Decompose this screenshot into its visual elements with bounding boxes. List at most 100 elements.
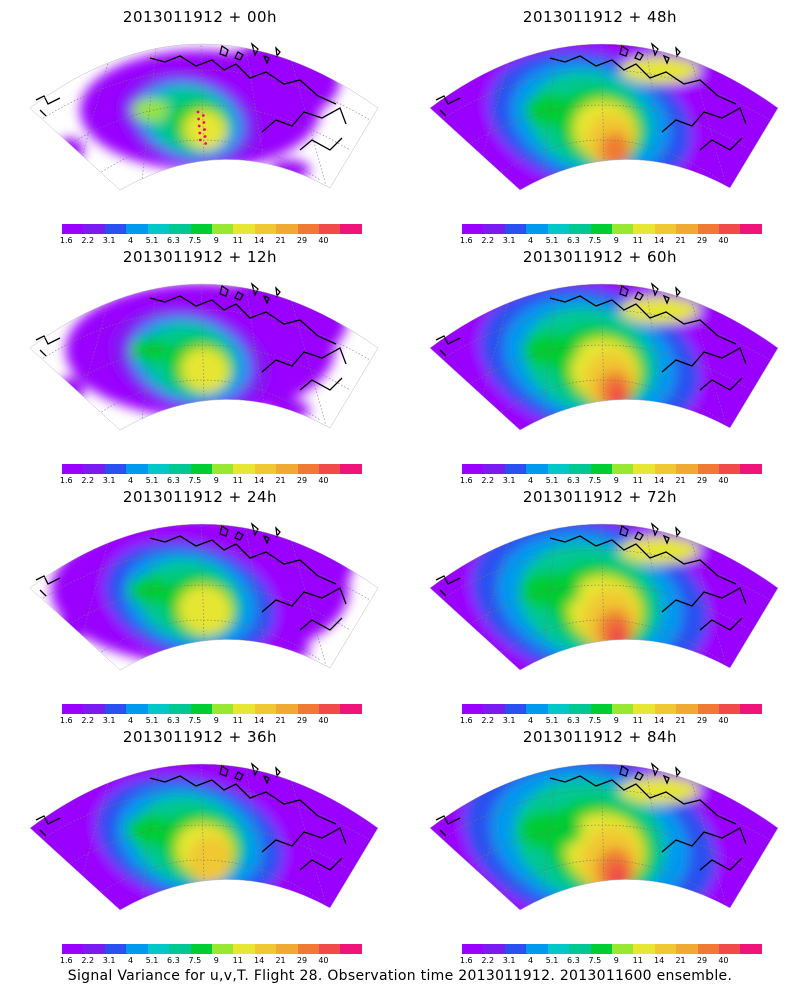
colorbar-segment <box>633 944 655 954</box>
colorbar-label: 21 <box>275 476 286 485</box>
colorbar-label: 9 <box>613 716 619 725</box>
colorbar-label: 9 <box>213 236 219 245</box>
colorbar-label: 29 <box>296 476 308 485</box>
colorbar-segment <box>611 704 634 714</box>
colorbar-label: 21 <box>275 236 286 245</box>
variance-field <box>430 284 778 430</box>
colorbar-label: 4 <box>528 236 534 245</box>
colorbar-segment <box>233 224 255 234</box>
colorbar-segment <box>297 704 320 714</box>
colorbar-segment <box>590 464 612 474</box>
colorbar-segment <box>126 944 148 954</box>
colorbar-segment <box>483 464 505 474</box>
variance-map <box>29 42 379 191</box>
colorbar-segment <box>483 224 505 234</box>
colorbar-segment <box>697 944 720 954</box>
colorbar-segment <box>83 224 105 234</box>
colorbar-segment <box>483 944 505 954</box>
colorbar-segment <box>526 464 548 474</box>
colorbar-label: 21 <box>675 476 686 485</box>
variance-field <box>30 284 378 430</box>
colorbar-label: 6.3 <box>567 476 580 485</box>
colorbar-segment <box>611 224 634 234</box>
colorbar <box>462 704 762 714</box>
colorbar-label: 6.3 <box>167 716 180 725</box>
flight-track <box>196 110 208 145</box>
variance-map <box>29 522 379 671</box>
colorbar-segment <box>126 224 148 234</box>
panel-title: 2013011912 + 48h <box>522 8 678 26</box>
colorbar-labels: 1.6 2.2 3.1 4 5.1 6.3 7.5 9 11 14 21 29 40 <box>60 236 362 246</box>
colorbar-label: 5.1 <box>145 476 159 485</box>
variance-field <box>30 764 378 910</box>
colorbar-label: 14 <box>654 476 665 485</box>
colorbar-label: 1.6 <box>459 956 473 965</box>
colorbar-segment <box>83 944 105 954</box>
colorbar-segment <box>676 704 698 714</box>
colorbar-segment <box>719 944 741 954</box>
colorbar-segment <box>590 944 612 954</box>
colorbar-label: 5.1 <box>545 716 559 725</box>
domain-outline <box>429 523 779 671</box>
colorbar <box>62 464 362 474</box>
colorbar-labels: 1.6 2.2 3.1 4 5.1 6.3 7.5 9 11 14 21 29 40 <box>459 956 762 966</box>
panel-title: 2013011912 + 12h <box>122 248 278 266</box>
coastline <box>35 522 347 631</box>
colorbar-label: 29 <box>696 236 708 245</box>
colorbar-segment <box>126 704 148 714</box>
colorbar-segment <box>462 224 484 234</box>
colorbar-segment <box>319 944 341 954</box>
colorbar-label: 29 <box>296 716 308 725</box>
variance-field <box>430 524 778 670</box>
colorbar-segment <box>169 464 191 474</box>
colorbar-segment <box>319 224 341 234</box>
colorbar-segment <box>590 704 612 714</box>
colorbar-segment <box>569 464 591 474</box>
colorbar-segment <box>62 944 84 954</box>
graticule <box>439 524 771 670</box>
colorbar-label: 40 <box>718 716 729 725</box>
colorbar-label: 2.2 <box>81 716 95 725</box>
colorbar-segment <box>719 464 741 474</box>
colorbar-segment <box>104 704 127 714</box>
colorbar <box>462 944 762 954</box>
colorbar-labels: 1.6 2.2 3.1 4 5.1 6.3 7.5 9 11 14 21 29 40 <box>460 236 762 246</box>
colorbar-segment <box>547 464 570 474</box>
map-panel: 2013011912 + 48h 1.6 2.2 3.1 4 5.1 6.3 7.5 9 11 14… <box>400 0 800 245</box>
colorbar-segment <box>233 704 255 714</box>
colorbar-labels: 1.6 2.2 3.1 4 5.1 6.3 7.5 9 11 14 21 29 40 <box>60 476 362 486</box>
colorbar-segment <box>297 224 320 234</box>
map-panel: 2013011912 + 00h 1.6 2.2 3.1 4 5.1 6.3 7.5 9 11 14… <box>0 0 400 245</box>
map-panel: 2013011912 + 60h 1.6 2.2 3.1 4 5.1 6.3 7.5 9 11 14… <box>400 240 800 485</box>
colorbar-segment <box>340 224 362 234</box>
colorbar-label: 40 <box>718 476 729 485</box>
colorbar-label: 1.6 <box>459 476 473 485</box>
colorbar-segment <box>654 224 677 234</box>
variance-map <box>429 282 779 431</box>
colorbar-labels: 1.6 2.2 3.1 4 5.1 6.3 7.5 9 11 14 21 29 40 <box>60 956 362 966</box>
colorbar-segment <box>740 464 762 474</box>
colorbar-label: 14 <box>654 236 665 245</box>
colorbar-label: 5.1 <box>145 716 159 725</box>
colorbar-label: 4 <box>528 476 534 485</box>
colorbar-label: 5.1 <box>545 956 559 965</box>
panel-title: 2013011912 + 00h <box>122 8 278 26</box>
colorbar-segment <box>462 464 484 474</box>
colorbar-segment <box>147 704 170 714</box>
colorbar-segment <box>254 224 277 234</box>
colorbar-segment <box>83 704 105 714</box>
colorbar-label: 2.2 <box>81 236 95 245</box>
colorbar-label: 9 <box>213 956 219 965</box>
colorbar-label: 2.2 <box>481 956 495 965</box>
colorbar-segment <box>147 224 170 234</box>
colorbar-label: 29 <box>696 956 708 965</box>
coastline <box>435 282 747 391</box>
colorbar-label: 7.5 <box>588 476 602 485</box>
colorbar-segment <box>697 224 720 234</box>
colorbar-segment <box>633 464 655 474</box>
colorbar-segment <box>276 464 298 474</box>
colorbar-label: 4 <box>528 716 534 725</box>
coastline <box>35 42 347 151</box>
colorbar-label: 5.1 <box>145 956 159 965</box>
colorbar-segment <box>633 224 655 234</box>
